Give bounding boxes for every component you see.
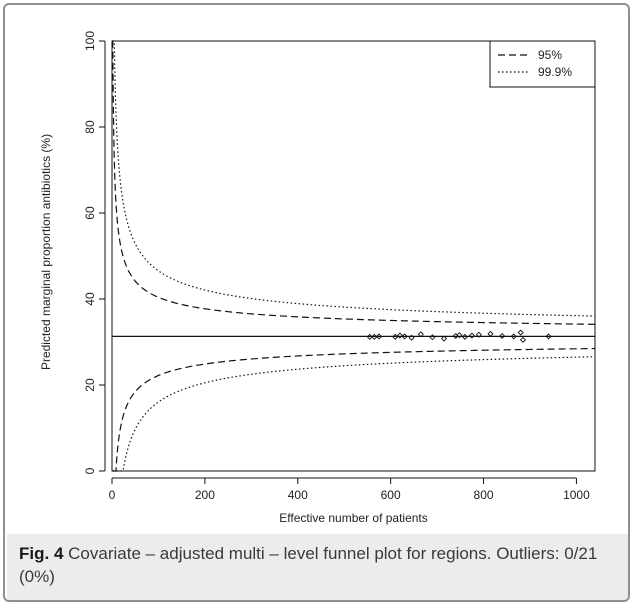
- y-tick-label: 20: [83, 378, 97, 392]
- data-point: [468, 332, 475, 339]
- x-axis: 0 200 400 600 800 1000: [109, 477, 590, 502]
- funnel-plot: 0 200 400 600 800 1000 0 20 40 60 80 100 Effective…: [39, 31, 596, 525]
- data-point: [366, 333, 373, 340]
- x-tick-label: 600: [381, 488, 401, 502]
- y-axis: 0 20 40 60 80 100: [83, 31, 106, 474]
- caption-box: Fig. 4 Covariate – adjusted multi – leve…: [7, 534, 628, 600]
- x-tick-label: 1000: [563, 488, 590, 502]
- limit-999-lower-curve: [112, 356, 596, 472]
- data-points: [366, 329, 552, 343]
- data-point: [408, 334, 415, 341]
- caption-text: Covariate – adjusted multi – level funne…: [19, 544, 598, 586]
- plot-area-border: [111, 40, 596, 472]
- y-tick-label: 40: [83, 292, 97, 306]
- y-tick-label: 100: [83, 31, 97, 51]
- legend-label-95: 95%: [538, 48, 562, 62]
- y-tick-label: 80: [83, 120, 97, 134]
- x-tick-label: 200: [195, 488, 215, 502]
- y-tick-label: 60: [83, 206, 97, 220]
- data-point: [461, 333, 468, 340]
- legend-box: [489, 40, 596, 88]
- data-point: [487, 330, 494, 337]
- data-point: [510, 333, 517, 340]
- data-point: [517, 329, 524, 336]
- data-point: [475, 331, 482, 338]
- data-point: [396, 332, 403, 339]
- caption-label: Fig. 4: [19, 544, 64, 563]
- data-point: [429, 334, 436, 341]
- limit-999-upper-curve: [112, 40, 596, 317]
- data-point: [519, 336, 527, 343]
- data-point: [392, 333, 399, 340]
- legend: 95% 99.9%: [489, 40, 596, 88]
- data-point: [441, 335, 448, 342]
- control-limit-curves: [112, 40, 596, 472]
- y-tick-label: 0: [83, 467, 97, 474]
- y-axis-title: Predicted marginal proportion antibiotic…: [39, 134, 53, 370]
- data-point: [499, 332, 506, 340]
- data-point: [417, 331, 424, 338]
- x-tick-label: 400: [288, 488, 308, 502]
- x-axis-title: Effective number of patients: [279, 511, 428, 525]
- figure-caption: Fig. 4 Covariate – adjusted multi – leve…: [19, 542, 619, 588]
- limit-95-lower-curve: [112, 347, 596, 472]
- data-point: [371, 333, 378, 340]
- x-tick-label: 0: [109, 488, 116, 502]
- legend-label-99-9: 99.9%: [538, 65, 572, 79]
- data-point: [376, 333, 383, 340]
- data-point: [545, 333, 552, 340]
- figure-frame: 0 200 400 600 800 1000 0 20 40 60 80 100 Effective…: [3, 3, 630, 602]
- data-point: [456, 332, 463, 339]
- data-point: [401, 333, 408, 340]
- x-tick-label: 800: [474, 488, 494, 502]
- limit-95-upper-curve: [112, 40, 596, 325]
